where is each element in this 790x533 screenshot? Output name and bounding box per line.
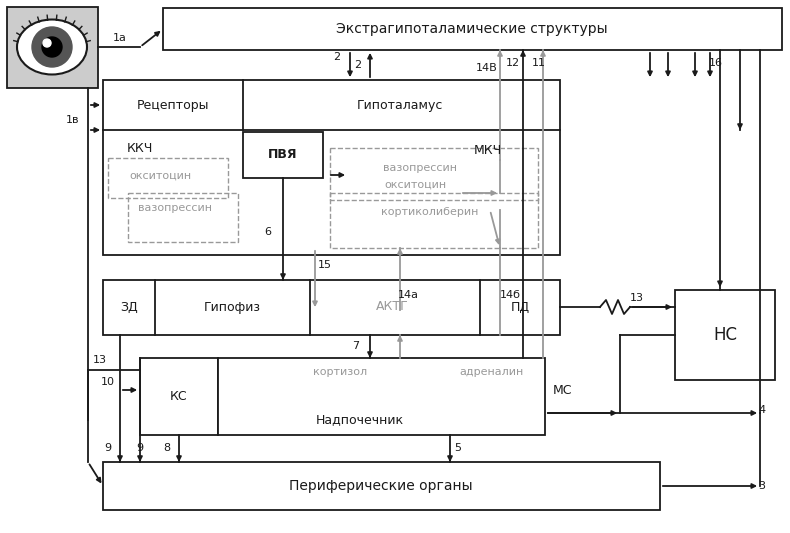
Text: 13: 13: [630, 293, 644, 303]
Ellipse shape: [17, 20, 87, 75]
Text: адреналин: адреналин: [460, 367, 524, 377]
Bar: [103, 462, 660, 510]
Bar: [218, 358, 545, 435]
Text: окситоцин: окситоцин: [384, 180, 446, 190]
Bar: [163, 8, 782, 50]
Text: Периферические органы: Периферические органы: [289, 479, 472, 493]
Bar: [140, 358, 218, 435]
Text: 6: 6: [265, 227, 272, 237]
Text: 14В: 14В: [476, 63, 498, 73]
Text: МС: МС: [552, 384, 572, 397]
Text: АКТГ: АКТГ: [375, 301, 408, 313]
Text: 1в: 1в: [66, 115, 80, 125]
Text: Надпочечник: Надпочечник: [316, 414, 404, 426]
Text: 2: 2: [333, 52, 340, 62]
Text: МКЧ: МКЧ: [474, 143, 502, 157]
Text: 11: 11: [532, 58, 546, 68]
Circle shape: [32, 27, 72, 67]
Text: 4: 4: [758, 405, 766, 415]
Bar: [128, 193, 238, 242]
Text: 8: 8: [164, 443, 171, 453]
Text: 10: 10: [101, 377, 115, 387]
Text: ПВЯ: ПВЯ: [269, 149, 298, 161]
Text: вазопрессин: вазопрессин: [383, 163, 457, 173]
Bar: [330, 193, 538, 248]
Bar: [330, 148, 538, 200]
Text: 15: 15: [318, 260, 332, 270]
Text: 16: 16: [709, 58, 723, 68]
Text: Гипофиз: Гипофиз: [204, 301, 261, 313]
Text: 13: 13: [93, 355, 107, 365]
Text: кортиколиберин: кортиколиберин: [382, 207, 479, 217]
Circle shape: [43, 39, 51, 47]
Bar: [675, 290, 775, 380]
Text: 2: 2: [355, 60, 362, 70]
Bar: [103, 280, 560, 335]
Text: Гипоталамус: Гипоталамус: [357, 99, 443, 111]
Circle shape: [42, 37, 62, 57]
Text: 5: 5: [454, 443, 461, 453]
Text: 3: 3: [758, 481, 766, 491]
Text: 9: 9: [137, 443, 144, 453]
Text: Рецепторы: Рецепторы: [137, 99, 209, 111]
Text: 7: 7: [352, 341, 359, 351]
Text: Экстрагипоталамические структуры: Экстрагипоталамические структуры: [337, 22, 608, 36]
Text: 1а: 1а: [113, 33, 127, 43]
Text: 12: 12: [506, 58, 520, 68]
Text: ККЧ: ККЧ: [127, 141, 153, 155]
Text: 14а: 14а: [397, 290, 419, 300]
Bar: [243, 132, 323, 178]
Text: кортизол: кортизол: [313, 367, 367, 377]
Bar: [7, 7, 98, 88]
Text: КС: КС: [170, 390, 188, 402]
Text: окситоцин: окситоцин: [129, 171, 191, 181]
Text: вазопрессин: вазопрессин: [138, 203, 212, 213]
Bar: [103, 80, 560, 255]
Text: 14б: 14б: [499, 290, 521, 300]
Text: ПД: ПД: [510, 301, 529, 313]
Text: 9: 9: [104, 443, 111, 453]
Text: ЗД: ЗД: [120, 301, 138, 313]
Bar: [108, 158, 228, 198]
Text: НС: НС: [713, 326, 737, 344]
